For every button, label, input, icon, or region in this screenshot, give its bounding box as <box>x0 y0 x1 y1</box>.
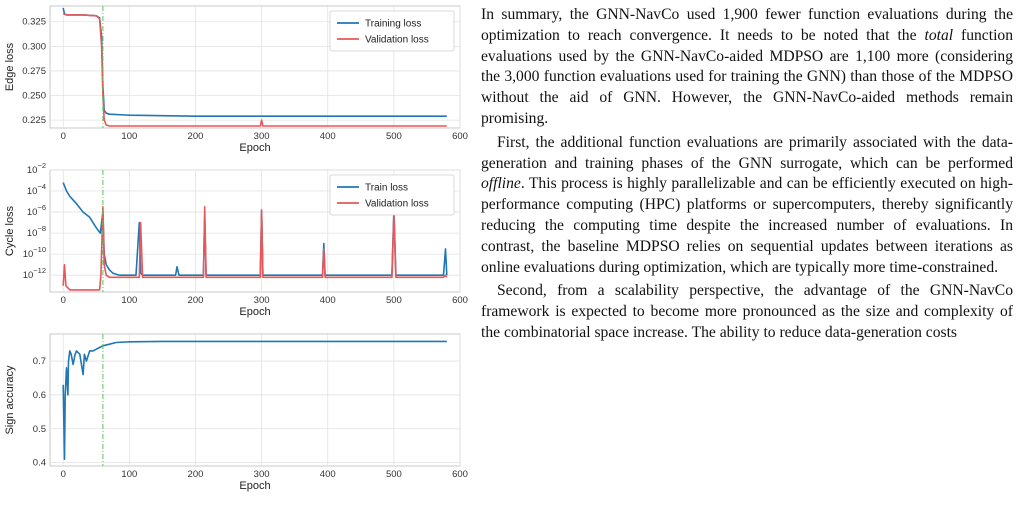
chart-3: 0 100 200 300 400 500 600 0.4 0.5 0.6 0.7 Epoch Sign… <box>4 333 468 492</box>
x-tick-label: 200 <box>188 131 204 142</box>
paragraph-2: First, the additional function evaluatio… <box>481 133 1013 279</box>
x-tick-label: 500 <box>386 131 402 142</box>
y-tick-label: 0.275 <box>22 66 46 77</box>
paragraph-1: In summary, the GNN-NavCo used 1,900 few… <box>481 5 1013 130</box>
y-tick-label: 10−12 <box>23 266 46 281</box>
plot-area <box>49 333 461 467</box>
y-tick-label: 0.7 <box>33 356 46 367</box>
y-tick-label: 0.325 <box>22 17 46 28</box>
paragraph-2-rest: . This process is highly parallelizable … <box>481 175 1013 276</box>
paragraph-1-rest: function evaluations used by the GNN-Nav… <box>481 26 1013 127</box>
y-axis-label: Cycle loss <box>4 205 16 256</box>
legend-label: Training loss <box>365 19 421 30</box>
x-tick-label: 400 <box>320 295 336 306</box>
paragraph-3: Second, from a scalability perspective, … <box>481 281 1013 343</box>
chart-2: 0 100 200 300 400 500 600 10−2 10−4 10−6 10−8 10−10… <box>4 161 468 318</box>
x-tick-label: 100 <box>121 295 137 306</box>
x-tick-label: 600 <box>452 131 468 142</box>
x-axis-label: Epoch <box>239 480 270 492</box>
legend: Train loss Validation loss <box>329 174 455 216</box>
y-tick-label: 10−6 <box>27 203 46 218</box>
series-line-1 <box>62 182 448 277</box>
y-tick-label: 0.250 <box>22 91 46 102</box>
x-tick-label: 600 <box>452 469 468 480</box>
series-line-1 <box>62 340 447 461</box>
x-tick-label: 200 <box>188 295 204 306</box>
paragraph-2-text: First, the additional function evaluatio… <box>481 133 1013 172</box>
paragraph-1-text: In summary, the GNN-NavCo used 1,900 few… <box>481 6 1013 44</box>
x-tick-label: 400 <box>320 131 336 142</box>
series-line-2 <box>62 13 447 127</box>
legend-label: Validation loss <box>365 35 429 46</box>
x-tick-label: 0 <box>61 469 66 480</box>
y-tick-label: 0.5 <box>33 424 46 435</box>
legend-label: Train loss <box>365 183 408 194</box>
x-axis-label: Epoch <box>239 142 270 154</box>
legend: Training loss Validation loss <box>329 10 455 52</box>
x-tick-label: 300 <box>254 469 270 480</box>
x-tick-label: 500 <box>386 469 402 480</box>
x-tick-label: 300 <box>254 295 270 306</box>
legend-label: Validation loss <box>365 199 429 210</box>
x-tick-label: 100 <box>121 469 137 480</box>
legend-box <box>329 174 455 216</box>
paragraph-1-emphasis: total <box>924 26 954 44</box>
y-tick-label: 0.4 <box>33 458 46 469</box>
y-axis-label: Edge loss <box>4 42 16 91</box>
x-tick-label: 300 <box>254 131 270 142</box>
x-tick-label: 400 <box>320 469 336 480</box>
y-tick-label: 10−2 <box>27 161 46 176</box>
y-tick-label: 10−8 <box>27 224 46 239</box>
paragraph-3-text: Second, from a scalability perspective, … <box>481 282 1013 341</box>
y-tick-label: 0.6 <box>33 390 46 401</box>
y-tick-label: 10−4 <box>27 182 46 197</box>
y-tick-label: 0.300 <box>22 41 46 52</box>
x-tick-label: 500 <box>386 295 402 306</box>
x-axis-label: Epoch <box>239 306 270 318</box>
x-tick-label: 200 <box>188 469 204 480</box>
figure: 0 100 200 300 400 500 600 0.225 0.250 0.275 0.300 0… <box>0 0 470 506</box>
figure-canvas: 0 100 200 300 400 500 600 0.225 0.250 0.275 0.300 0… <box>4 5 468 492</box>
series-line-2 <box>62 206 448 291</box>
paragraph-2-emphasis: offline <box>481 175 521 193</box>
legend-box <box>329 10 455 52</box>
x-tick-label: 600 <box>452 295 468 306</box>
y-tick-label: 0.225 <box>22 115 46 126</box>
y-axis-label: Sign accuracy <box>4 365 16 435</box>
x-tick-label: 0 <box>61 295 66 306</box>
x-tick-label: 100 <box>121 131 137 142</box>
body-text: In summary, the GNN-NavCo used 1,900 few… <box>481 5 1013 344</box>
chart-1: 0 100 200 300 400 500 600 0.225 0.250 0.275 0.300 0… <box>4 5 468 154</box>
x-tick-label: 0 <box>61 131 66 142</box>
y-tick-label: 10−10 <box>23 245 46 260</box>
